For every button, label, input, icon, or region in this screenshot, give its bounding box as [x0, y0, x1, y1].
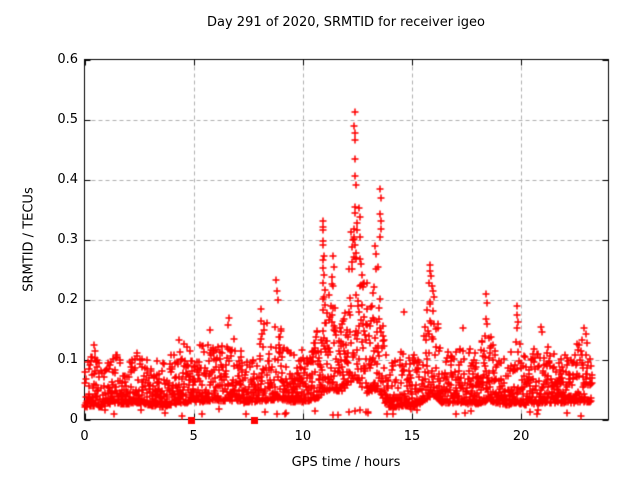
- x-tick-label: 0: [80, 429, 89, 444]
- x-tick-label: 20: [512, 429, 530, 444]
- y-tick-label: 0.4: [57, 171, 78, 187]
- x-axis-label: GPS time / hours: [291, 455, 401, 470]
- y-tick-label: 0.5: [57, 111, 78, 127]
- chart-title: Day 291 of 2020, SRMTID for receiver ige…: [207, 15, 485, 30]
- y-tick-label: 0.1: [57, 351, 78, 367]
- y-tick-label: 0.6: [57, 51, 78, 67]
- y-tick-label: 0.3: [57, 231, 78, 247]
- x-tick-label: 5: [189, 429, 198, 444]
- y-tick-label: 0: [69, 411, 78, 427]
- y-tick-label: 0.2: [57, 291, 78, 307]
- x-tick-label: 10: [294, 429, 312, 444]
- x-tick-label: 15: [403, 429, 421, 444]
